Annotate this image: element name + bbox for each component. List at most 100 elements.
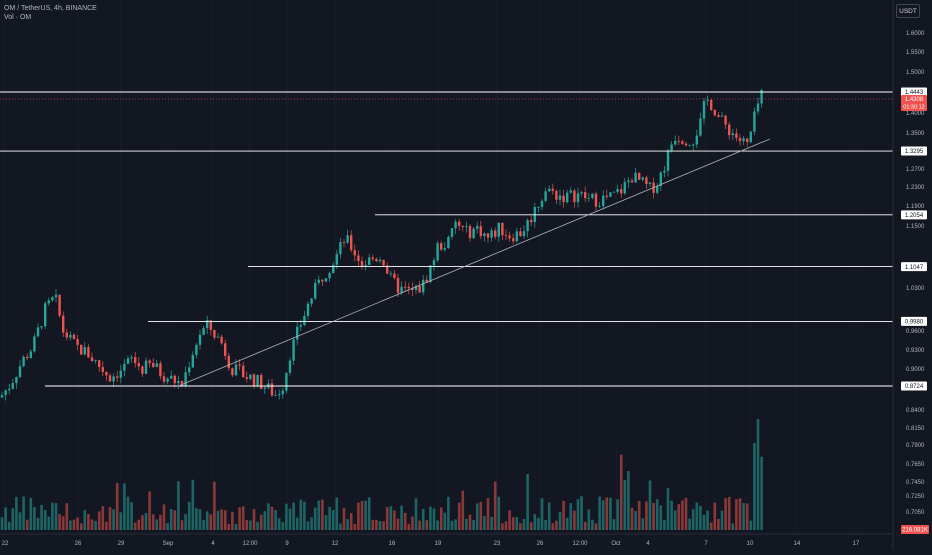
volume-bar bbox=[396, 518, 400, 530]
candle-body bbox=[753, 111, 756, 132]
candle-body bbox=[756, 103, 760, 112]
candle-body bbox=[130, 357, 133, 359]
candle-body bbox=[695, 135, 698, 145]
volume-bar bbox=[40, 504, 43, 530]
price-tick-label: 0.7250 bbox=[906, 494, 925, 500]
volume-bar bbox=[562, 500, 565, 530]
time-axis[interactable]: 22 26 29 Sep 4 12:00 9 12 16 19 23 26 12:00 Oct 4 7 10 14… bbox=[2, 541, 860, 547]
candle-body bbox=[260, 374, 263, 389]
volume-bar bbox=[382, 521, 385, 530]
volume-bar bbox=[519, 523, 522, 530]
candle-body bbox=[544, 191, 547, 201]
candle-body bbox=[245, 377, 248, 379]
candle-body bbox=[33, 336, 36, 352]
symbol-title[interactable]: OM / TetherUS, 4h, BINANCE bbox=[4, 5, 97, 12]
volume-bar bbox=[673, 510, 677, 530]
volume-bar bbox=[353, 523, 357, 530]
candle-body bbox=[80, 344, 83, 355]
volume-bar bbox=[267, 503, 270, 530]
candle-body bbox=[580, 192, 583, 194]
volume-bar bbox=[112, 509, 115, 530]
volume-bar bbox=[47, 516, 51, 530]
candle-body bbox=[551, 188, 554, 191]
currency-unit-button[interactable]: USDT bbox=[896, 4, 920, 18]
volume-bar bbox=[223, 510, 227, 530]
price-tick-label: 1.0300 bbox=[906, 286, 925, 292]
level-badge-label: 1.1047 bbox=[905, 265, 924, 271]
volume-bar bbox=[760, 456, 763, 530]
candle-body bbox=[0, 395, 4, 398]
volume-bar bbox=[11, 508, 15, 530]
candle-body bbox=[486, 233, 490, 238]
candle-body bbox=[357, 255, 360, 261]
volume-bar bbox=[263, 511, 267, 530]
candle-body bbox=[400, 286, 403, 293]
price-tick-label: 1.3500 bbox=[906, 131, 925, 137]
candle-body bbox=[231, 368, 234, 376]
candle-body bbox=[8, 388, 11, 391]
volume-bar bbox=[619, 454, 623, 530]
trendline[interactable] bbox=[177, 138, 771, 387]
candle-body bbox=[116, 376, 119, 378]
candle-body bbox=[94, 360, 97, 362]
volume-bar bbox=[601, 500, 605, 530]
volume-bar bbox=[652, 502, 655, 530]
candle-body bbox=[648, 182, 652, 184]
time-tick-label: 7 bbox=[704, 541, 708, 547]
volume-bar bbox=[375, 519, 378, 530]
candle-body bbox=[242, 365, 245, 378]
candle-body bbox=[512, 238, 515, 242]
volume-bar bbox=[400, 505, 403, 530]
volume-bar bbox=[54, 503, 58, 530]
volume-bar bbox=[169, 508, 173, 530]
volume-bar bbox=[735, 499, 738, 530]
candle-body bbox=[350, 235, 353, 251]
volume-bar bbox=[25, 519, 29, 530]
volume-bar bbox=[29, 498, 33, 530]
volume-bar bbox=[727, 496, 731, 530]
volume-bar bbox=[65, 503, 69, 530]
volume-bar bbox=[144, 513, 148, 530]
price-tick-label: 1.5000 bbox=[906, 70, 925, 76]
candle-body bbox=[436, 243, 439, 261]
candle-body bbox=[728, 124, 731, 136]
volume-bar bbox=[443, 512, 447, 530]
candle-body bbox=[112, 376, 115, 382]
candle-body bbox=[364, 264, 367, 267]
candle-body bbox=[166, 378, 169, 382]
level-badge-label: 1.4443 bbox=[905, 90, 924, 96]
candle-body bbox=[227, 355, 230, 369]
volume-bar bbox=[295, 517, 299, 530]
candle-body bbox=[339, 242, 342, 255]
time-tick-label: 22 bbox=[2, 541, 9, 547]
candle-body bbox=[666, 150, 670, 171]
candle-body bbox=[742, 138, 745, 142]
volume-bar bbox=[274, 510, 277, 530]
volume-bar bbox=[454, 519, 457, 530]
volume-bar bbox=[79, 523, 83, 530]
candle-body bbox=[609, 192, 612, 197]
candle-body bbox=[692, 144, 695, 146]
volume-bar bbox=[166, 523, 169, 530]
horizontal-levels[interactable] bbox=[0, 91, 893, 387]
candle-body bbox=[188, 367, 191, 373]
candle-body bbox=[602, 195, 605, 207]
candle-body bbox=[566, 192, 569, 203]
volume-bar bbox=[439, 507, 443, 530]
chart-legend: OM / TetherUS, 4h, BINANCE Vol · OM bbox=[4, 4, 97, 22]
volume-bar bbox=[436, 520, 439, 530]
volume-bar bbox=[4, 507, 7, 530]
candle-body bbox=[454, 221, 457, 229]
volume-bar bbox=[753, 443, 756, 530]
level-badge-label: 0.9980 bbox=[905, 320, 924, 326]
volume-bar bbox=[270, 506, 274, 530]
candle-body bbox=[44, 303, 47, 327]
candle-body bbox=[472, 228, 475, 239]
volume-indicator-label[interactable]: Vol · OM bbox=[4, 14, 32, 21]
volume-bar bbox=[133, 522, 137, 530]
level-badge bbox=[901, 262, 927, 272]
volume-bar bbox=[504, 521, 508, 530]
volume-bar bbox=[432, 508, 436, 530]
